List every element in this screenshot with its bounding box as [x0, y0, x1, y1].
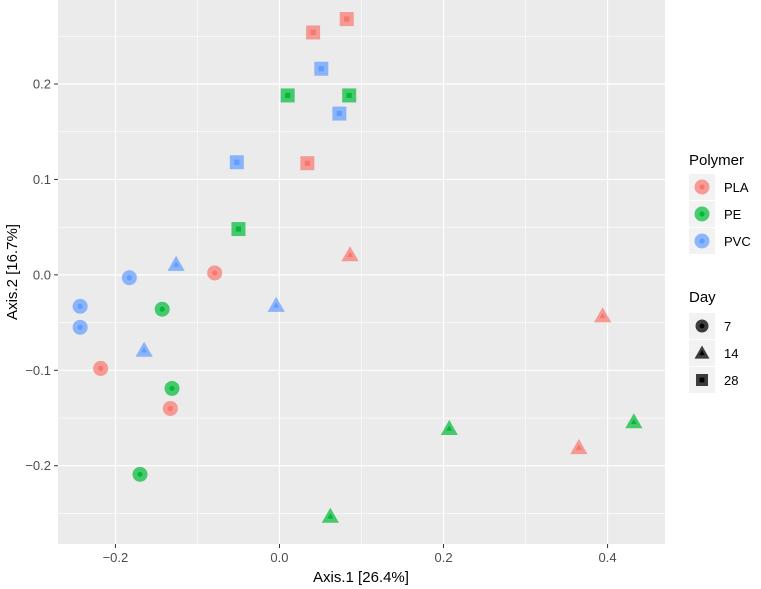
legend-marker-inner	[699, 238, 705, 244]
data-point-pe-day14	[625, 413, 643, 429]
legend-key-pe	[694, 206, 710, 222]
data-point-pe-day28	[342, 88, 357, 103]
point-inner-marker	[346, 92, 352, 99]
y-axis-ticks: −0.2 −0.1 0.0 0.1 0.2	[25, 76, 58, 473]
point-inner-marker	[159, 306, 165, 312]
point-inner-marker	[327, 513, 334, 519]
point-inner-marker	[141, 347, 148, 353]
point-inner-marker	[599, 312, 606, 319]
point-inner-marker	[318, 66, 324, 72]
x-tick-label: 0.2	[434, 550, 452, 565]
legend-label-day-7: 7	[724, 319, 731, 334]
x-tick-label: 0.4	[599, 550, 617, 565]
data-point-pla-day14	[341, 246, 359, 262]
data-point-pla-day28	[339, 12, 354, 27]
point-inner-marker	[235, 226, 242, 232]
data-point-pvc-day28	[332, 106, 347, 121]
legend-marker-inner	[699, 323, 705, 329]
data-point-pe-day7	[164, 380, 180, 396]
legend-label-day-28: 28	[724, 373, 738, 388]
point-inner-marker	[336, 110, 342, 117]
point-inner-marker	[347, 251, 354, 258]
data-point-pvc-day14	[167, 255, 185, 271]
data-point-pla-day14	[570, 438, 588, 455]
minor-gridlines	[58, 0, 665, 544]
data-point-pla-day7	[93, 360, 109, 376]
data-point-pla-day28	[306, 25, 321, 40]
y-tick-label: 0.2	[33, 76, 51, 91]
data-points	[72, 12, 643, 523]
point-inner-marker	[126, 275, 132, 281]
data-point-pla-day28	[300, 156, 315, 171]
data-point-pe-day28	[280, 88, 295, 103]
point-inner-marker	[212, 270, 218, 276]
point-inner-marker	[169, 385, 175, 392]
data-point-pvc-day14	[135, 341, 153, 357]
legend-marker-inner	[699, 184, 705, 190]
point-inner-marker	[98, 365, 104, 371]
data-point-pvc-day7	[72, 298, 88, 314]
point-inner-marker	[630, 418, 637, 425]
y-tick-label: 0.1	[33, 172, 51, 187]
legend-key-day-7	[695, 319, 709, 333]
data-point-pe-day14	[321, 507, 339, 523]
y-tick-label: −0.1	[25, 363, 51, 378]
data-point-pla-day7	[162, 400, 178, 416]
x-tick-label: 0.0	[270, 550, 288, 565]
data-point-pvc-day7	[121, 270, 137, 286]
legend-title-polymer: Polymer	[689, 152, 744, 169]
data-point-pla-day14	[594, 307, 612, 323]
legend-label-pla: PLA	[724, 180, 749, 195]
legend-key-day-28	[696, 374, 708, 386]
point-inner-marker	[273, 302, 280, 308]
data-point-pvc-day7	[72, 319, 88, 335]
y-tick-label: 0.0	[33, 267, 51, 282]
legend-key-pvc	[694, 233, 710, 249]
major-gridlines	[58, 0, 665, 544]
x-axis-title: Axis.1 [26.4%]	[313, 569, 409, 586]
point-inner-marker	[77, 303, 83, 309]
legend-title-day: Day	[689, 289, 716, 306]
point-inner-marker	[344, 16, 350, 22]
data-point-pvc-day28	[229, 155, 244, 170]
legend-marker-inner	[699, 350, 705, 356]
point-inner-marker	[167, 405, 173, 412]
legend-marker-inner	[699, 377, 705, 383]
y-tick-label: −0.2	[25, 458, 51, 473]
point-inner-marker	[575, 444, 582, 450]
point-inner-marker	[446, 425, 453, 431]
legend-key-pla	[694, 179, 710, 195]
x-axis-ticks: −0.2 0.0 0.2 0.4	[103, 544, 617, 565]
legend-key-day-14	[694, 345, 710, 359]
point-inner-marker	[310, 29, 316, 36]
y-axis-title: Axis.2 [16.7%]	[4, 224, 21, 320]
point-inner-marker	[285, 92, 291, 99]
data-point-pvc-day28	[314, 61, 329, 76]
legend-label-pe: PE	[724, 207, 742, 222]
data-point-pe-day7	[154, 301, 170, 317]
point-inner-marker	[173, 261, 180, 267]
x-tick-label: −0.2	[103, 550, 129, 565]
legend-label-day-14: 14	[724, 346, 738, 361]
data-point-pe-day7	[132, 466, 148, 482]
point-inner-marker	[304, 160, 310, 166]
data-point-pe-day14	[440, 419, 458, 435]
data-point-pvc-day14	[267, 296, 285, 312]
point-inner-marker	[137, 471, 143, 477]
data-point-pla-day7	[207, 265, 223, 281]
point-inner-marker	[234, 159, 240, 165]
legend-marker-inner	[699, 211, 705, 217]
legend-label-pvc: PVC	[724, 234, 751, 249]
point-inner-marker	[77, 324, 83, 330]
legend: Polymer PLA PE PVC Day 7 14 28	[689, 152, 751, 393]
data-point-pe-day28	[231, 222, 246, 237]
